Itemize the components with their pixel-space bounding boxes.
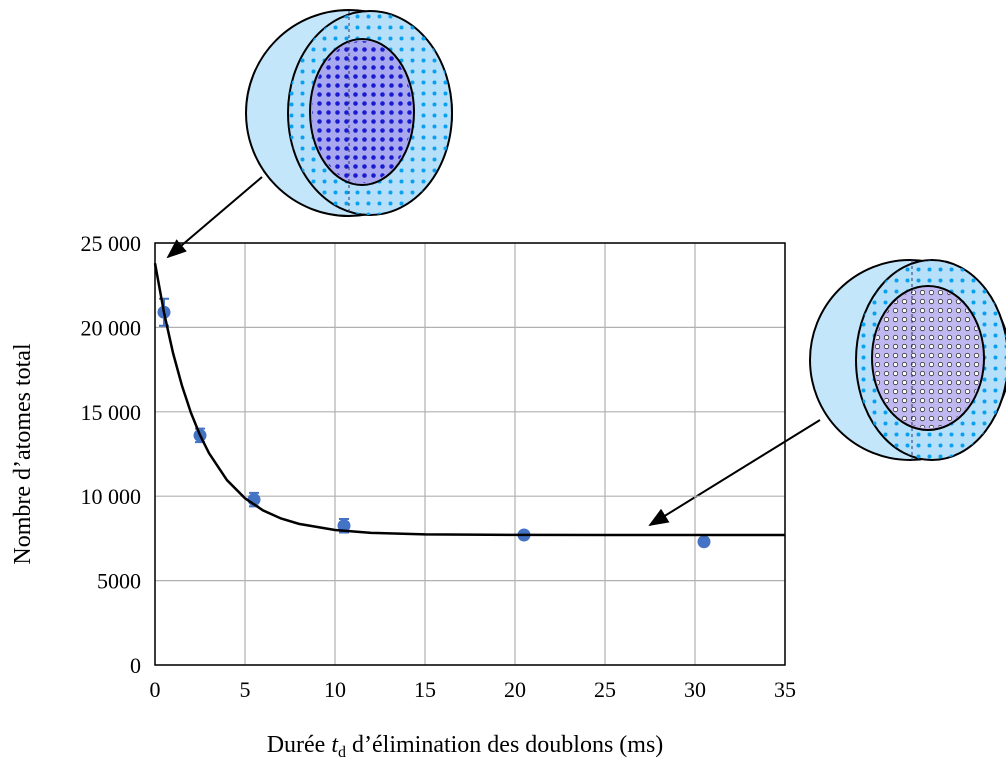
inset-top bbox=[245, 9, 453, 217]
data-point bbox=[337, 519, 351, 533]
y-tick-label: 0 bbox=[130, 653, 141, 678]
arrow bbox=[648, 419, 821, 527]
x-tick-label: 10 bbox=[324, 677, 346, 702]
x-tick-label: 30 bbox=[684, 677, 706, 702]
y-tick-label: 15 000 bbox=[81, 400, 142, 425]
x-tick-label: 5 bbox=[240, 677, 251, 702]
y-tick-label: 25 000 bbox=[81, 231, 142, 256]
y-tick-label: 10 000 bbox=[81, 484, 142, 509]
y-axis-label: Nombre d’atomes total bbox=[10, 343, 36, 565]
x-axis-label: Durée td d’élimination des doublons (ms) bbox=[267, 732, 664, 761]
y-tick-label: 20 000 bbox=[81, 315, 142, 340]
x-label-part: Durée bbox=[267, 732, 332, 758]
x-tick-label: 20 bbox=[504, 677, 526, 702]
x-tick-label: 25 bbox=[594, 677, 616, 702]
x-label-part: t bbox=[331, 732, 339, 758]
x-label-part: d’élimination des doublons (ms) bbox=[346, 732, 663, 758]
fit-line bbox=[153, 263, 785, 537]
x-label-part: d bbox=[338, 744, 346, 761]
inset-right bbox=[809, 259, 1006, 461]
plot-frame bbox=[154, 242, 786, 666]
x-tick-label: 0 bbox=[150, 677, 161, 702]
x-tick-label: 15 bbox=[414, 677, 436, 702]
arrow bbox=[166, 176, 263, 259]
data-point bbox=[697, 535, 711, 549]
y-tick-label: 5000 bbox=[97, 569, 141, 594]
x-tick-label: 35 bbox=[774, 677, 796, 702]
